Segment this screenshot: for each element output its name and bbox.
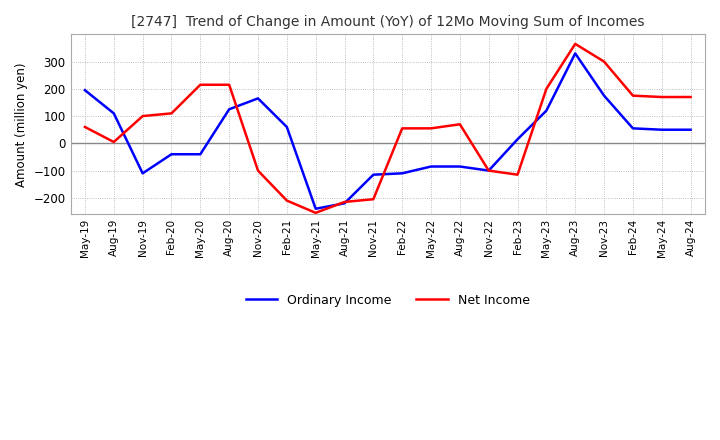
Legend: Ordinary Income, Net Income: Ordinary Income, Net Income bbox=[240, 289, 535, 312]
Net Income bbox=[311, 210, 320, 216]
Net Income bbox=[427, 126, 436, 131]
Ordinary Income bbox=[282, 125, 291, 130]
Ordinary Income bbox=[253, 96, 262, 101]
Net Income bbox=[629, 93, 637, 98]
Ordinary Income bbox=[340, 201, 348, 206]
Ordinary Income bbox=[485, 168, 493, 173]
Ordinary Income bbox=[398, 171, 407, 176]
Ordinary Income bbox=[109, 111, 118, 116]
Y-axis label: Amount (million yen): Amount (million yen) bbox=[15, 62, 28, 187]
Net Income bbox=[542, 86, 551, 92]
Net Income bbox=[81, 125, 89, 130]
Net Income bbox=[485, 168, 493, 173]
Ordinary Income bbox=[657, 127, 666, 132]
Net Income bbox=[138, 114, 147, 119]
Ordinary Income bbox=[686, 127, 695, 132]
Net Income bbox=[571, 41, 580, 47]
Net Income bbox=[109, 139, 118, 145]
Ordinary Income bbox=[81, 88, 89, 93]
Ordinary Income bbox=[629, 126, 637, 131]
Net Income bbox=[657, 94, 666, 99]
Net Income bbox=[340, 199, 348, 205]
Net Income bbox=[398, 126, 407, 131]
Net Income bbox=[253, 168, 262, 173]
Net Income bbox=[369, 197, 378, 202]
Net Income bbox=[686, 94, 695, 99]
Net Income bbox=[456, 121, 464, 127]
Ordinary Income bbox=[571, 51, 580, 56]
Net Income bbox=[167, 111, 176, 116]
Ordinary Income bbox=[138, 171, 147, 176]
Ordinary Income bbox=[513, 136, 522, 142]
Ordinary Income bbox=[456, 164, 464, 169]
Ordinary Income bbox=[167, 152, 176, 157]
Net Income bbox=[513, 172, 522, 177]
Ordinary Income bbox=[542, 108, 551, 113]
Line: Ordinary Income: Ordinary Income bbox=[85, 53, 690, 209]
Ordinary Income bbox=[225, 106, 233, 112]
Net Income bbox=[225, 82, 233, 88]
Ordinary Income bbox=[600, 93, 608, 98]
Net Income bbox=[600, 59, 608, 64]
Ordinary Income bbox=[311, 206, 320, 211]
Ordinary Income bbox=[427, 164, 436, 169]
Net Income bbox=[196, 82, 204, 88]
Line: Net Income: Net Income bbox=[85, 44, 690, 213]
Ordinary Income bbox=[196, 152, 204, 157]
Title: [2747]  Trend of Change in Amount (YoY) of 12Mo Moving Sum of Incomes: [2747] Trend of Change in Amount (YoY) o… bbox=[131, 15, 644, 29]
Net Income bbox=[282, 198, 291, 203]
Ordinary Income bbox=[369, 172, 378, 177]
